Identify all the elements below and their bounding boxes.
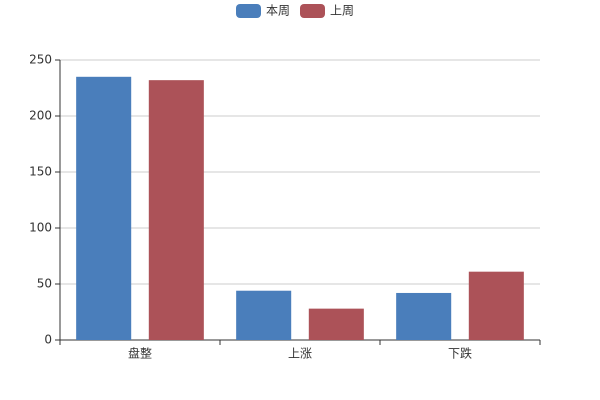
bar [76,76,132,341]
legend-swatch [300,4,325,18]
x-tick-label: 盘整 [128,346,152,361]
y-tick-label: 250 [29,53,52,67]
legend-label: 本周 [266,4,290,18]
x-tick-label: 下跌 [448,346,472,361]
legend-swatch [236,4,261,18]
bar [148,80,204,340]
x-tick-label: 上涨 [288,346,312,361]
y-tick-label: 100 [29,221,52,235]
bar [396,292,452,340]
bar [236,290,292,340]
y-tick-label: 0 [44,333,52,347]
y-tick-label: 50 [37,277,52,291]
bar [468,271,524,340]
y-tick-label: 200 [29,109,52,123]
bar [308,308,364,340]
legend-label: 上周 [330,4,354,18]
y-tick-label: 150 [29,165,52,179]
